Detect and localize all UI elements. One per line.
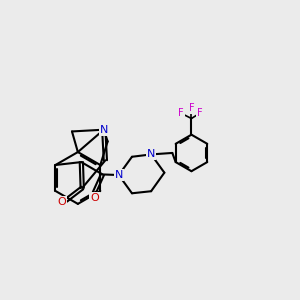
Text: F: F: [197, 108, 203, 118]
Text: F: F: [178, 108, 184, 118]
Text: O: O: [57, 197, 66, 207]
Text: O: O: [90, 193, 99, 203]
Text: N: N: [147, 149, 155, 159]
Text: N: N: [115, 170, 123, 180]
Text: F: F: [189, 103, 194, 113]
Text: N: N: [100, 125, 108, 135]
